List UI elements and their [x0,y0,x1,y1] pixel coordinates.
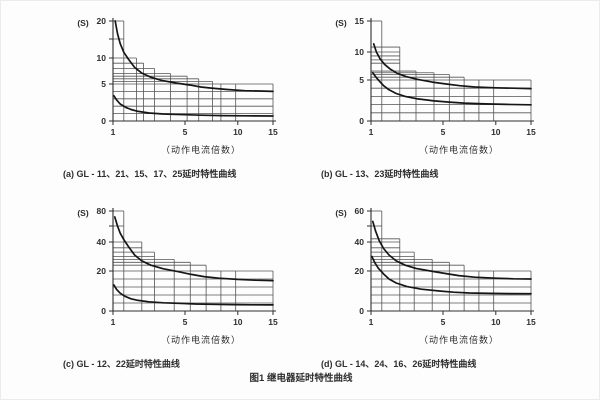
x-tick-label: 5 [183,127,188,137]
x-tick-label: 1 [111,127,116,137]
chart-b: 0 5 10 15 1 5 10 15 (S) （动作电流倍数） (b) GL - 13、23延… [317,11,565,180]
y-tick-label: 20 [355,266,365,276]
chart-b-xlabel: （动作电流倍数） [418,145,499,155]
x-tick-label: 10 [491,127,501,137]
x-tick-label: 5 [441,317,446,327]
y-unit-label: (S) [335,18,347,28]
upper-limit-curve [371,220,532,280]
x-tick-label: 5 [441,127,446,137]
chart-a-caption: (a) GL - 11、21、15、17、25延时特性曲线 [63,169,237,179]
x-tick-label: 10 [233,127,243,137]
y-tick-label: 10 [97,53,107,63]
chart-d-xlabel: （动作电流倍数） [418,335,499,345]
x-tick-label: 1 [369,317,374,327]
lower-limit-curve [371,255,532,295]
upper-limit-curve [113,216,274,282]
y-tick-label: 40 [97,237,107,247]
chart-c: 0 20 40 80 1 5 10 15 (S) （动作电流倍数） (c) GL - 12、22… [59,201,307,370]
x-tick-label: 10 [233,317,243,327]
y-tick-label: 5 [359,75,364,85]
chart-c-xlabel: （动作电流倍数） [160,335,241,345]
x-tick-label: 15 [526,127,536,137]
x-tick-label: 1 [111,317,116,327]
y-tick-label: 5 [101,79,106,89]
x-tick-label: 1 [369,127,374,137]
chart-b-caption: (b) GL - 13、23延时特性曲线 [321,169,439,179]
lower-limit-curve [371,71,532,106]
lower-limit-curve [113,94,274,117]
upper-limit-curve [372,43,532,90]
y-unit-label: (S) [77,18,89,28]
chart-a-xlabel: （动作电流倍数） [160,145,241,155]
y-tick-label: 0 [359,116,364,126]
chart-a: 0 5 10 20 1 5 10 15 (S) （动作电流倍数） (a) GL - 11、21、… [59,11,307,180]
y-unit-label: (S) [77,208,89,218]
lower-limit-curve [113,284,274,306]
chart-d: 0 20 40 60 1 5 10 15 (S) （动作电流倍数） (d) GL - 14、24… [317,201,565,370]
y-tick-label: 20 [97,16,107,26]
chart-d-caption: (d) GL - 14、24、16、26延时特性曲线 [321,359,477,369]
x-tick-label: 10 [491,317,501,327]
x-tick-label: 15 [526,317,536,327]
y-unit-label: (S) [335,208,347,218]
x-tick-label: 15 [268,317,278,327]
upper-limit-curve [114,20,274,93]
y-tick-label: 40 [355,237,365,247]
chart-c-caption: (c) GL - 12、22延时特性曲线 [63,359,180,369]
y-tick-label: 0 [359,306,364,316]
figure-title: 图1 继电器延时特性曲线 [249,373,353,384]
x-tick-label: 5 [183,317,188,327]
y-tick-label: 20 [97,266,107,276]
y-tick-label: 10 [355,47,365,57]
y-tick-label: 15 [355,16,365,26]
y-tick-label: 80 [97,206,107,216]
y-tick-label: 0 [101,306,106,316]
x-tick-label: 15 [268,127,278,137]
y-tick-label: 0 [101,116,106,126]
y-tick-label: 60 [355,206,365,216]
